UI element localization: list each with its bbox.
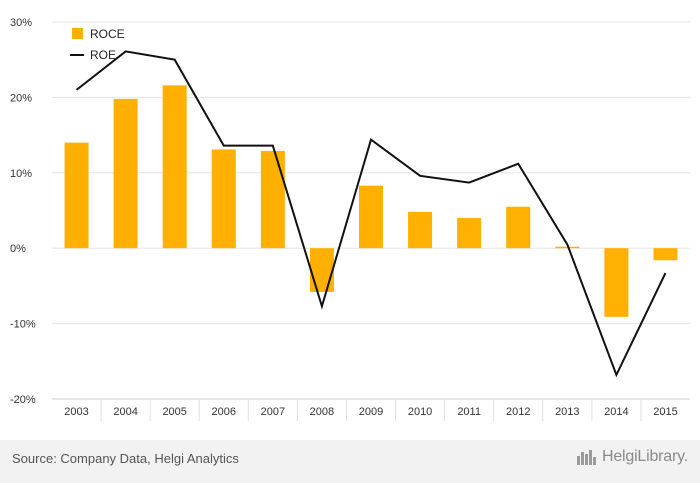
y-axis: -20% -10% 0% 10% 20% 30% (10, 17, 36, 406)
roce-bars (64, 85, 678, 317)
roce-bar-2011[interactable] (457, 218, 482, 249)
brand-logo[interactable]: HelgiLibrary. (576, 448, 688, 466)
roce-bar-2008[interactable] (309, 248, 334, 292)
y-tick-label: 10% (10, 168, 32, 180)
roce-bar-2015[interactable] (653, 248, 678, 261)
roce-bar-2013[interactable] (555, 246, 580, 249)
roce-bar-2014[interactable] (604, 248, 629, 317)
y-tick-label: 30% (10, 17, 32, 29)
y-tick-label: 20% (10, 92, 32, 104)
roce-bar-2005[interactable] (162, 85, 187, 249)
x-tick-label: 2015 (653, 406, 677, 418)
legend-label-roe: ROE (90, 48, 116, 62)
legend[interactable]: ROCE ROE (70, 27, 125, 62)
roce-bar-2012[interactable] (506, 206, 531, 249)
x-tick-label: 2014 (604, 406, 628, 418)
roe-line[interactable] (75, 50, 667, 378)
legend-label-roce: ROCE (90, 27, 125, 41)
roce-bar-2007[interactable] (260, 150, 285, 249)
x-axis: 2003 2004 2005 2006 2007 2008 2009 2010 2011 2012… (64, 399, 678, 421)
roe-line-group (75, 50, 667, 378)
roce-bar-2006[interactable] (211, 149, 236, 249)
x-tick-label: 2008 (310, 406, 334, 418)
y-tick-label: -20% (10, 394, 36, 406)
roce-bar-2010[interactable] (408, 212, 433, 249)
x-tick-label: 2007 (261, 406, 285, 418)
chart: -20% -10% 0% 10% 20% 30% 2003 2004 2005 2006 2007… (10, 17, 690, 421)
source-note: Source: Company Data, Helgi Analytics (12, 451, 239, 466)
x-tick-label: 2003 (64, 406, 88, 418)
x-tick-label: 2005 (162, 406, 186, 418)
y-tick-label: 0% (10, 243, 26, 255)
roce-bar-2009[interactable] (359, 185, 383, 249)
x-tick-label: 2010 (408, 406, 432, 418)
x-tick-label: 2011 (457, 406, 481, 418)
y-tick-label: -10% (10, 319, 36, 331)
roce-bar-2003[interactable] (64, 142, 89, 249)
x-tick-label: 2004 (113, 406, 137, 418)
x-tick-label: 2009 (359, 406, 383, 418)
footer: Source: Company Data, Helgi Analytics He… (0, 440, 700, 483)
x-tick-label: 2006 (212, 406, 236, 418)
brand-name: HelgiLibrary. (601, 448, 688, 465)
roce-bar-2004[interactable] (113, 98, 138, 249)
x-tick-label: 2013 (555, 406, 579, 418)
x-tick-label: 2012 (506, 406, 530, 418)
legend-swatch-roce (72, 28, 83, 39)
library-icon (576, 450, 596, 465)
